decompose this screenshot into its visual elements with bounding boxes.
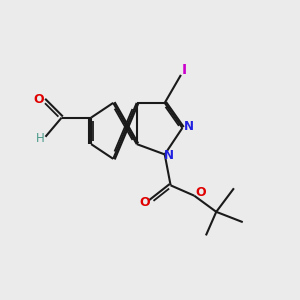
Text: O: O [140, 196, 150, 209]
Text: N: N [164, 149, 174, 162]
Text: N: N [184, 120, 194, 133]
Text: O: O [195, 186, 206, 199]
Text: H: H [36, 132, 44, 145]
Text: I: I [181, 64, 186, 77]
Text: O: O [33, 93, 44, 106]
